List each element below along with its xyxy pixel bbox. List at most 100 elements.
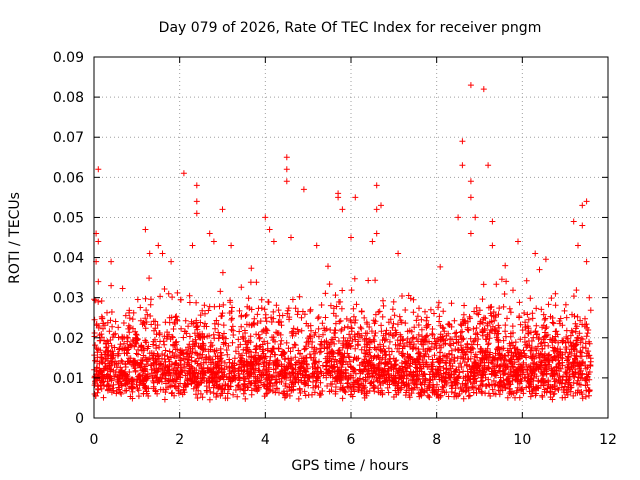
data-point: [161, 286, 168, 292]
data-point: [266, 226, 273, 233]
data-point: [338, 305, 345, 312]
data-point: [460, 355, 466, 362]
data-point: [260, 382, 267, 388]
data-point: [194, 323, 201, 329]
data-point: [134, 361, 141, 368]
data-point: [378, 328, 385, 335]
data-point: [93, 365, 100, 372]
data-point: [105, 382, 112, 389]
data-point: [418, 326, 425, 333]
data-point: [472, 214, 479, 221]
data-point: [485, 162, 492, 169]
data-point: [158, 361, 165, 368]
data-point: [229, 315, 235, 322]
data-point: [366, 346, 373, 353]
data-point: [414, 372, 420, 379]
data-point: [579, 391, 586, 398]
data-point: [455, 373, 462, 380]
data-point: [109, 355, 115, 362]
data-point: [262, 326, 269, 332]
data-point: [247, 339, 254, 346]
data-point: [327, 302, 334, 309]
data-point: [378, 322, 385, 329]
data-point: [152, 355, 159, 362]
data-point: [375, 354, 382, 361]
data-point: [582, 365, 589, 372]
data-point: [393, 329, 400, 336]
data-point: [149, 355, 156, 362]
data-point: [431, 310, 437, 317]
data-point: [560, 387, 567, 393]
data-point: [583, 258, 590, 265]
data-point: [521, 339, 528, 345]
data-point: [120, 376, 127, 383]
data-point: [303, 360, 310, 367]
data-point: [563, 389, 570, 396]
data-point: [563, 370, 570, 377]
data-point: [122, 312, 129, 319]
data-point: [150, 361, 157, 368]
data-point: [169, 294, 176, 301]
data-point: [556, 318, 563, 324]
data-point: [411, 324, 418, 331]
data-point: [180, 170, 187, 177]
data-point: [577, 339, 584, 346]
data-point: [165, 384, 171, 391]
data-point: [124, 373, 131, 379]
data-point: [507, 381, 513, 388]
data-point: [173, 385, 180, 392]
data-point: [250, 358, 257, 365]
data-point: [137, 371, 144, 378]
data-point: [462, 352, 469, 358]
data-point: [419, 379, 426, 386]
data-point: [465, 393, 472, 400]
data-point: [314, 364, 321, 371]
data-point: [129, 395, 136, 402]
data-point: [490, 313, 497, 320]
data-point: [535, 377, 542, 384]
data-point: [477, 320, 483, 327]
data-point: [105, 340, 112, 347]
data-point: [478, 346, 485, 353]
data-point: [496, 324, 502, 331]
data-point: [132, 340, 139, 347]
data-point: [126, 309, 133, 316]
data-point: [206, 396, 213, 403]
data-point: [550, 347, 557, 354]
data-point: [495, 387, 502, 394]
data-point: [244, 346, 251, 353]
data-point: [482, 371, 489, 378]
data-point: [536, 334, 543, 341]
data-point: [453, 367, 459, 374]
data-point: [563, 327, 570, 334]
data-point: [508, 356, 515, 363]
data-point: [467, 355, 474, 362]
data-point: [162, 347, 169, 354]
data-point: [345, 353, 352, 360]
data-point: [528, 383, 535, 390]
data-point: [425, 321, 432, 328]
data-point: [228, 242, 235, 249]
data-point: [440, 353, 447, 360]
data-point: [540, 382, 547, 389]
data-point: [230, 391, 237, 398]
data-point: [538, 379, 545, 385]
data-point: [424, 348, 431, 354]
data-point: [420, 352, 427, 359]
data-point: [489, 242, 496, 249]
data-point: [347, 383, 354, 390]
data-point: [385, 371, 392, 378]
data-point: [256, 334, 263, 341]
data-point: [393, 365, 400, 372]
data-point: [483, 382, 490, 389]
data-point: [410, 296, 417, 303]
data-point: [122, 377, 129, 384]
data-point: [582, 393, 589, 400]
data-point: [490, 377, 497, 384]
data-point: [373, 368, 380, 375]
data-point: [139, 375, 146, 382]
data-point: [98, 315, 105, 322]
data-point: [553, 328, 560, 335]
data-point: [216, 303, 223, 310]
data-point: [479, 381, 486, 388]
